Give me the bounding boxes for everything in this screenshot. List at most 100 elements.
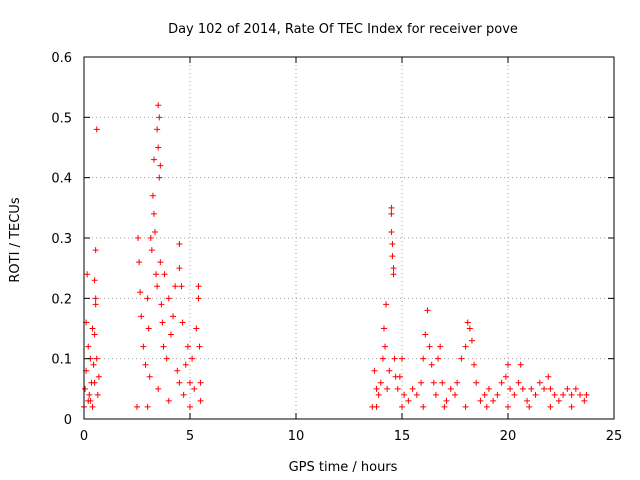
data-point <box>85 343 92 350</box>
x-tick-label: 0 <box>80 429 88 444</box>
data-point <box>150 156 157 163</box>
data-point <box>165 397 172 404</box>
data-point <box>176 241 183 248</box>
data-point <box>581 397 588 404</box>
data-point <box>437 343 444 350</box>
data-point <box>383 301 390 308</box>
x-axis-label: GPS time / hours <box>289 460 398 475</box>
y-tick-label: 0.5 <box>51 111 72 126</box>
data-point <box>196 343 203 350</box>
data-point <box>91 277 98 284</box>
data-point <box>413 391 420 398</box>
data-point <box>92 295 99 302</box>
data-point <box>462 403 469 410</box>
data-point <box>551 391 558 398</box>
data-point <box>136 259 143 266</box>
data-point <box>179 319 186 326</box>
data-point <box>390 271 397 278</box>
data-point <box>82 385 89 392</box>
data-point <box>379 355 386 362</box>
data-point <box>507 385 514 392</box>
data-point <box>89 403 96 410</box>
data-point <box>134 403 140 410</box>
data-point <box>89 325 96 332</box>
data-point <box>541 385 548 392</box>
data-point <box>420 355 427 362</box>
data-point <box>568 391 575 398</box>
data-point <box>154 283 161 290</box>
data-point <box>399 355 405 362</box>
y-axis-label: ROTI / TECUs <box>8 197 23 282</box>
data-point <box>424 307 431 314</box>
data-point <box>187 379 193 386</box>
data-point <box>189 355 196 362</box>
data-point <box>560 391 567 398</box>
data-point <box>155 385 162 392</box>
data-point <box>197 397 204 404</box>
data-point <box>401 391 408 398</box>
data-point <box>155 144 162 151</box>
data-point <box>174 367 181 374</box>
data-point <box>159 319 166 326</box>
data-point <box>154 126 161 133</box>
data-point <box>138 313 145 320</box>
data-point <box>145 325 152 332</box>
data-point <box>409 385 416 392</box>
data-point <box>377 379 384 386</box>
data-point <box>458 355 465 362</box>
data-point <box>94 391 101 398</box>
data-point <box>158 301 165 308</box>
data-point <box>167 331 174 338</box>
grid-lines <box>84 57 614 419</box>
data-point <box>197 379 204 386</box>
data-point <box>547 403 554 410</box>
data-point <box>481 391 488 398</box>
data-point <box>389 241 396 248</box>
data-point <box>155 102 162 109</box>
data-point <box>93 126 100 133</box>
data-point <box>157 259 164 266</box>
data-point <box>148 247 155 254</box>
y-tick-label: 0.2 <box>51 292 72 307</box>
data-point <box>176 265 183 272</box>
data-point <box>140 343 147 350</box>
data-point <box>439 379 446 386</box>
y-tick-label: 0 <box>64 413 72 428</box>
data-point <box>464 319 471 326</box>
data-point <box>86 391 93 398</box>
data-point <box>471 361 478 368</box>
data-point <box>163 355 170 362</box>
y-tick-label: 0.6 <box>51 51 72 66</box>
data-point <box>180 391 187 398</box>
data-point <box>483 403 490 410</box>
x-tick-label: 15 <box>394 429 411 444</box>
data-point <box>90 361 97 368</box>
data-point <box>494 391 501 398</box>
data-point <box>418 379 425 386</box>
data-point <box>452 391 458 398</box>
data-point <box>405 397 412 404</box>
data-point <box>485 385 492 392</box>
data-point <box>144 295 151 302</box>
data-point <box>176 379 183 386</box>
data-point <box>152 228 159 235</box>
data-point <box>583 391 590 398</box>
data-point <box>511 391 518 398</box>
data-point <box>505 361 511 368</box>
data-point <box>428 361 435 368</box>
data-point <box>441 403 448 410</box>
data-point <box>144 403 151 410</box>
data-point <box>92 247 99 254</box>
data-point <box>422 331 429 338</box>
data-point <box>399 403 405 410</box>
data-point <box>142 361 149 368</box>
data-point <box>150 210 157 217</box>
data-point <box>135 235 142 241</box>
data-point <box>386 367 393 374</box>
data-point <box>391 355 398 362</box>
x-tick-label: 25 <box>606 429 623 444</box>
data-point <box>146 373 153 380</box>
data-point <box>536 379 543 386</box>
data-point <box>394 385 401 392</box>
